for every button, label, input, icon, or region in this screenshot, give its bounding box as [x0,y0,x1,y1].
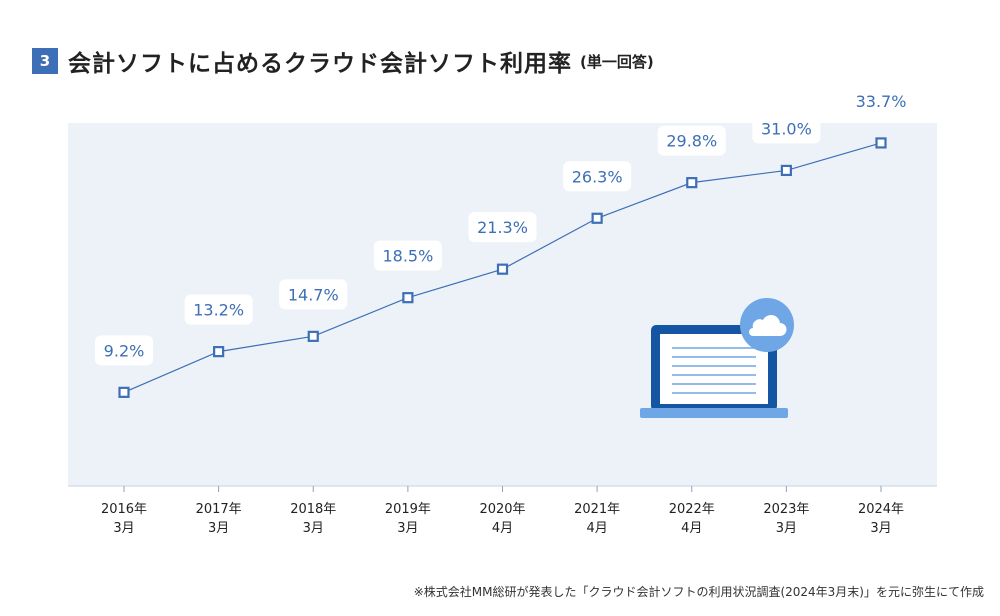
data-point [686,177,698,189]
x-tick-label: 2021年 4月 [574,502,620,536]
x-tick-label: 2022年 4月 [669,502,715,536]
data-point [307,330,319,342]
source-footnote: ※株式会社MM総研が発表した「クラウド会計ソフトの利用状況調査(2024年3月末… [413,585,984,599]
data-point [496,263,509,275]
data-label-box [657,125,726,156]
data-label-box [95,335,153,366]
data-label-box [468,212,537,243]
data-label-box [847,85,915,116]
data-label-box [563,161,632,192]
title-subtitle: (単一回答) [580,52,654,71]
data-label: 31.0% [761,119,812,138]
x-tick-label: 2016年 3月 [101,502,147,536]
x-tick-label: 2024年 3月 [858,502,904,536]
data-point [875,137,887,149]
data-point [591,212,603,224]
data-label: 29.8% [666,132,717,151]
data-label-box [184,294,253,325]
data-label: 26.3% [572,167,623,186]
data-point [402,292,414,304]
x-tick-label: 2020年 4月 [479,502,525,536]
data-point [780,164,792,177]
data-label: 9.2% [104,341,145,360]
laptop-icon [640,325,788,418]
data-label-box [752,113,821,144]
data-label: 14.7% [288,285,339,304]
title-text: 会計ソフトに占めるクラウド会計ソフト利用率 [68,51,572,77]
x-tick-label: 2017年 3月 [196,502,242,536]
cloud-icon [740,298,794,352]
x-tick-label: 2023年 3月 [763,502,809,536]
x-tick-label: 2018年 3月 [290,502,336,536]
data-point [118,386,130,398]
data-label-box [279,279,348,310]
data-label: 13.2% [193,301,244,320]
data-label: 21.3% [477,218,528,237]
data-label: 33.7% [856,92,907,111]
data-label-box [373,240,442,271]
title-number-badge: 3 [32,48,58,74]
x-tick-label: 2019年 3月 [385,502,431,536]
chart-title: 3 会計ソフトに占めるクラウド会計ソフト利用率 (単一回答) [32,44,654,78]
data-label: 18.5% [382,247,433,266]
data-point [213,346,225,358]
